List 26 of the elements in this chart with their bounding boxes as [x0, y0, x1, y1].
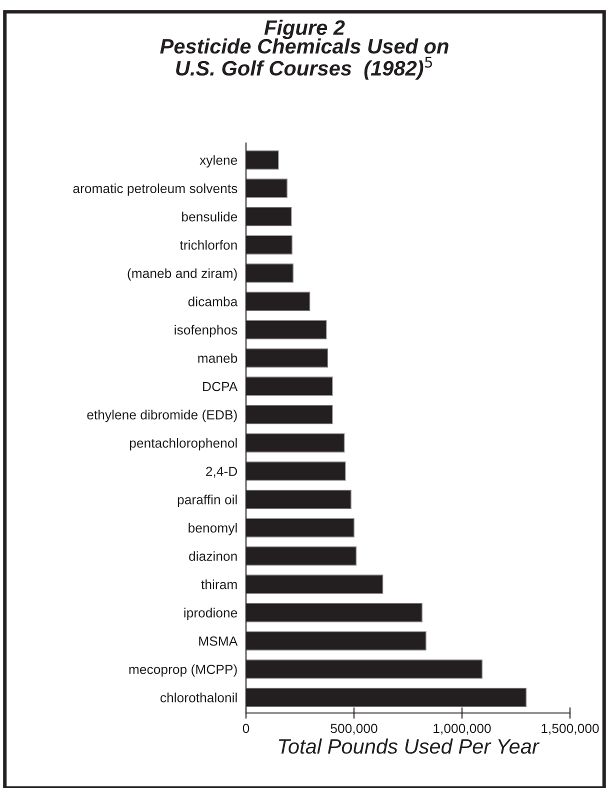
x-tick-label: 500,000 — [330, 724, 378, 735]
x-tick-label: 1,500,000 — [542, 724, 599, 735]
y-tick-label: thiram — [201, 580, 237, 590]
y-tick-label: paraffin oil — [178, 494, 237, 507]
y-tick-label: DCPA — [203, 382, 238, 392]
chart-title: Figure 2 Pesticide Chemicals Used on U.S. Golf Courses (1982)$^{5}$ — [160, 20, 448, 80]
y-tick-label: ethylene dibromide (EDB) — [87, 410, 237, 422]
y-tick-label: (maneb and ziram) — [128, 268, 237, 281]
y-tick-label: trichlorfon — [180, 240, 237, 250]
y-tick-label: pentachlorophenol — [130, 438, 237, 450]
y-tick-label: aromatic petroleum solvents — [73, 183, 238, 196]
x-tick-label: 1,000,000 — [434, 724, 491, 735]
y-tick-label: 2,4-D — [206, 466, 238, 478]
y-tick-label: benomyl — [188, 522, 237, 536]
y-tick-label: isofenphos — [174, 324, 238, 338]
y-tick-label: xylene — [200, 155, 238, 168]
y-tick-label: bensulide — [182, 212, 238, 222]
y-tick-label: maneb — [198, 353, 238, 363]
y-tick-label: diazinon — [189, 551, 237, 561]
y-tick-label: MSMA — [199, 636, 238, 646]
y-tick-label: chlorothalonil — [160, 692, 237, 702]
y-tick-label: dicamba — [188, 296, 238, 306]
x-axis-title: Total Pounds Used Per Year — [278, 738, 540, 754]
x-tick-label: 0 — [242, 724, 250, 734]
y-tick-label: mecoprop (MCPP) — [129, 664, 237, 677]
y-tick-label: iprodione — [184, 608, 238, 620]
